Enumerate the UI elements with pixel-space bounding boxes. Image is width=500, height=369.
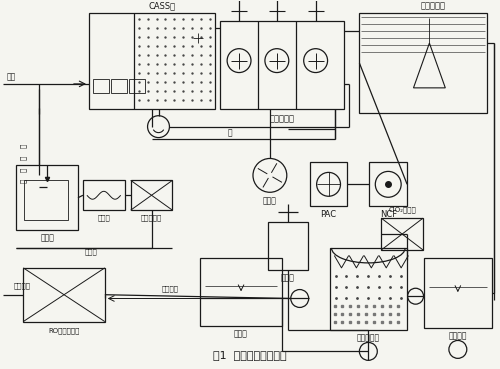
Bar bbox=[83, 180, 124, 210]
Text: 进水: 进水 bbox=[6, 72, 16, 82]
Text: PAC: PAC bbox=[320, 210, 336, 219]
Bar bbox=[268, 222, 308, 270]
Text: RO反渗透设备: RO反渗透设备 bbox=[48, 327, 80, 334]
Text: 脱: 脱 bbox=[20, 155, 26, 160]
Text: 泥: 泥 bbox=[228, 128, 232, 137]
Text: 中间水箱: 中间水箱 bbox=[448, 331, 467, 340]
Text: 吸附过滤器: 吸附过滤器 bbox=[357, 333, 380, 342]
Text: 清水池: 清水池 bbox=[234, 329, 248, 338]
Text: 平流沉淀池: 平流沉淀池 bbox=[420, 2, 446, 11]
Bar bbox=[382, 218, 423, 250]
Text: 泥: 泥 bbox=[20, 144, 26, 148]
Text: 泥肌水: 泥肌水 bbox=[84, 249, 98, 255]
Text: 螺杆泵: 螺杆泵 bbox=[98, 215, 110, 221]
Bar bbox=[310, 162, 348, 206]
Bar bbox=[370, 162, 407, 206]
Text: CASS池: CASS池 bbox=[148, 2, 176, 11]
Bar bbox=[130, 180, 172, 210]
Bar bbox=[93, 79, 109, 93]
Text: 复配混凝池: 复配混凝池 bbox=[270, 114, 295, 123]
Bar bbox=[360, 13, 486, 113]
Text: 二级出水: 二级出水 bbox=[14, 282, 30, 289]
Text: 图1  中水回用工艺流程: 图1 中水回用工艺流程 bbox=[213, 351, 287, 361]
Text: 污泥池: 污泥池 bbox=[40, 234, 54, 242]
Bar bbox=[220, 21, 344, 109]
Bar bbox=[24, 180, 68, 220]
Text: 鼓风机: 鼓风机 bbox=[263, 197, 277, 206]
Text: 水: 水 bbox=[20, 167, 26, 172]
Text: NCF: NCF bbox=[380, 210, 397, 219]
Bar bbox=[16, 165, 78, 230]
Text: 水: 水 bbox=[20, 179, 26, 183]
Text: 溶盐池: 溶盐池 bbox=[281, 273, 294, 282]
Bar bbox=[424, 258, 492, 328]
Bar bbox=[330, 248, 407, 330]
Bar bbox=[111, 79, 126, 93]
Bar bbox=[128, 79, 144, 93]
Text: 一级出水: 一级出水 bbox=[162, 285, 179, 292]
Bar bbox=[89, 13, 215, 109]
Bar bbox=[200, 258, 282, 325]
Text: ClO₂发生器: ClO₂发生器 bbox=[388, 207, 416, 214]
Text: 污泥脱水机: 污泥脱水机 bbox=[141, 215, 162, 221]
Bar bbox=[24, 268, 105, 321]
